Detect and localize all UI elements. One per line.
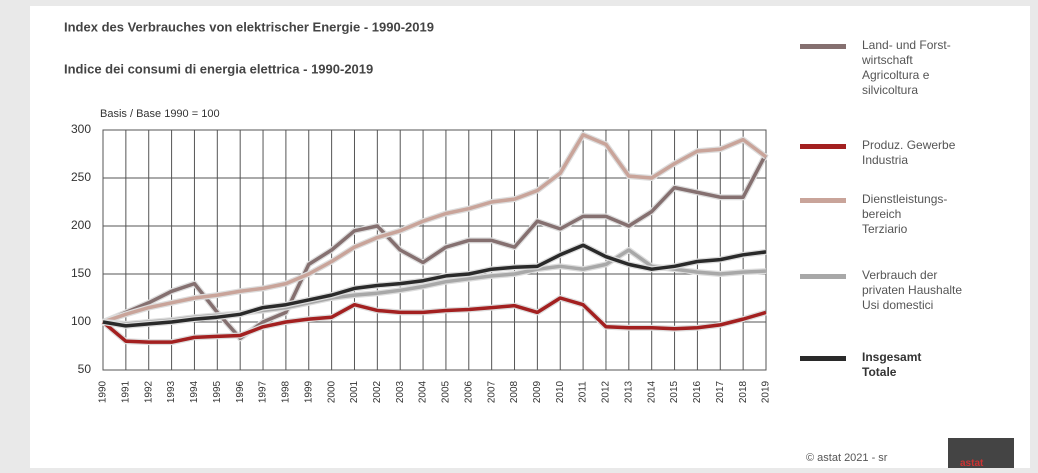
x-tick-label: 1991: [121, 380, 132, 403]
x-tick-label: 2011: [578, 381, 589, 403]
legend-label: Land- und Forst- wirtschaft Agricoltura …: [862, 38, 951, 97]
chart-title: Index des Verbrauches von elektrischer E…: [64, 19, 434, 34]
chart-subtitle: Indice dei consumi di energia elettrica …: [64, 61, 373, 76]
x-tick-label: 2013: [623, 380, 634, 403]
y-tick-label: 300: [71, 122, 91, 136]
y-tick-label: 200: [71, 218, 91, 232]
logo-text: astat: [960, 458, 984, 469]
x-tick-label: 2003: [395, 380, 406, 403]
x-tick-label: 2010: [555, 380, 566, 403]
y-tick-label: 150: [71, 266, 91, 280]
x-tick-label: 1995: [212, 380, 223, 403]
x-tick-label: 2007: [486, 380, 497, 403]
x-tick-label: 2009: [532, 380, 543, 403]
x-tick-label: 2001: [349, 380, 360, 403]
legend-swatch: [800, 198, 846, 203]
x-tick-label: 2014: [646, 380, 657, 403]
x-tick-label: 2008: [509, 380, 520, 403]
x-tick-label: 1993: [166, 380, 177, 403]
series-line: [102, 243, 767, 328]
x-tick-label: 1990: [98, 380, 109, 403]
x-tick-label: 1999: [303, 380, 314, 403]
x-tick-label: 2019: [761, 380, 772, 403]
y-tick-label: 50: [78, 362, 92, 376]
legend-swatch: [800, 356, 846, 361]
y-tick-label: 250: [71, 170, 91, 184]
legend-swatch: [800, 274, 846, 279]
y-tick-label: 100: [71, 314, 91, 328]
x-tick-label: 2015: [669, 380, 680, 403]
copyright: © astat 2021 - sr: [806, 452, 888, 464]
x-tick-label: 1998: [281, 380, 292, 403]
x-tick-label: 2017: [715, 380, 726, 403]
x-tick-label: 1992: [143, 380, 154, 403]
legend-label: Verbrauch der privaten Haushalte Usi dom…: [862, 268, 963, 312]
x-tick-label: 2000: [326, 380, 337, 403]
x-tick-label: 2005: [441, 380, 452, 403]
legend-label: Dienstleistungs- bereich Terziario: [862, 192, 948, 236]
x-tick-label: 2012: [601, 380, 612, 403]
legend-label: Produz. Gewerbe Industria: [862, 138, 956, 167]
y-axis-label: Basis / Base 1990 = 100: [100, 108, 220, 120]
x-tick-label: 1996: [235, 380, 246, 403]
series-line: [102, 153, 768, 341]
x-tick-label: 1997: [258, 380, 269, 403]
logo: [948, 438, 1014, 468]
legend-label: Insgesamt Totale: [862, 350, 922, 379]
x-tick-label: 2016: [692, 380, 703, 403]
x-tick-label: 2002: [372, 380, 383, 403]
series-line: [101, 296, 767, 344]
x-tick-label: 2018: [738, 380, 749, 403]
x-tick-label: 2006: [463, 380, 474, 403]
legend-swatch: [800, 144, 846, 149]
series-line: [102, 133, 768, 324]
x-tick-label: 2004: [418, 380, 429, 403]
legend-swatch: [800, 44, 846, 49]
x-tick-label: 1994: [189, 380, 200, 403]
